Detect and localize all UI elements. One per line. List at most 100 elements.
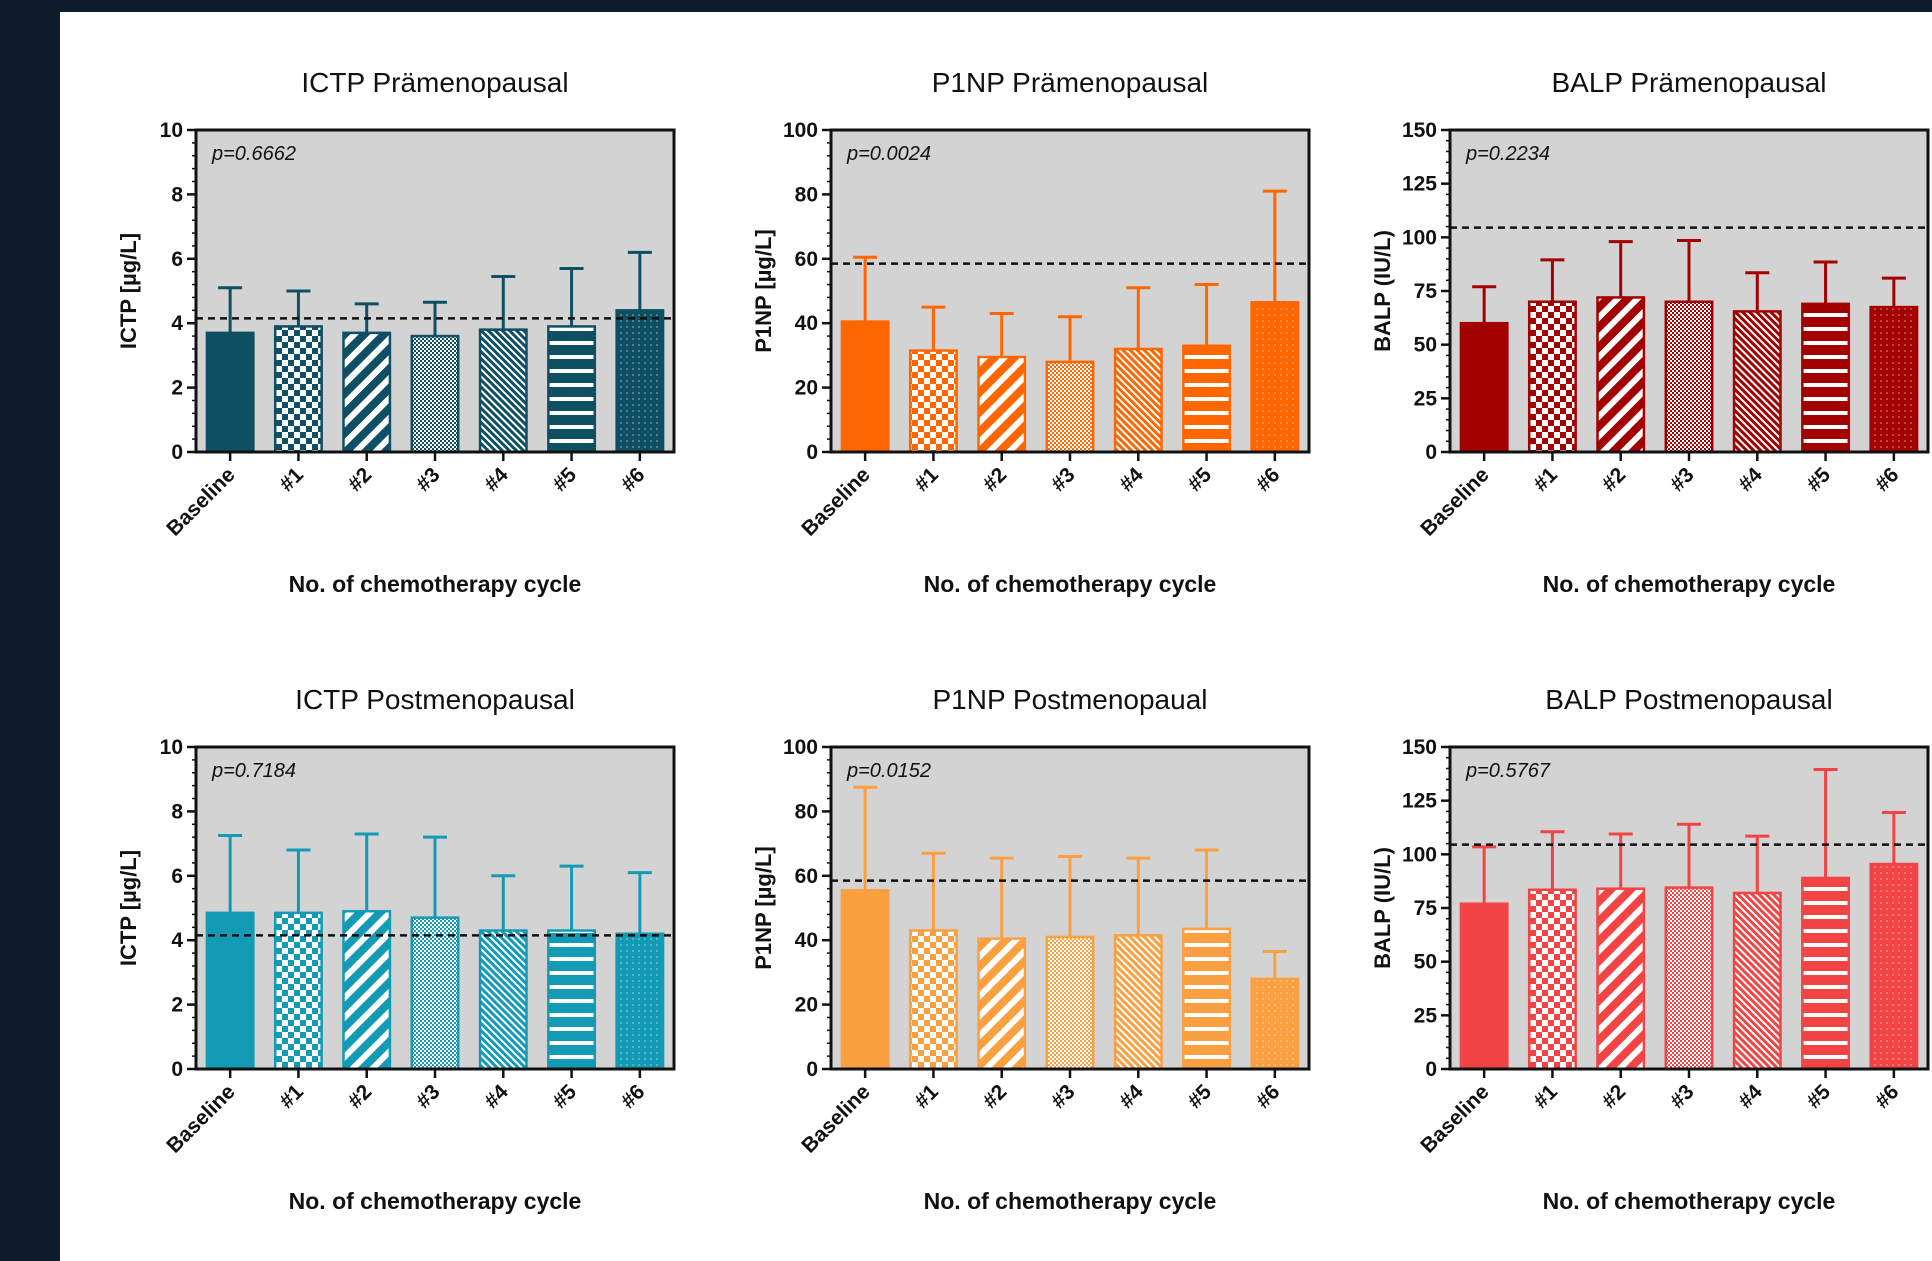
y-tick-label: 125 <box>1402 790 1437 813</box>
y-tick-label: 0 <box>1425 441 1437 464</box>
bar <box>840 889 890 1071</box>
plot-frame <box>829 128 1311 454</box>
bar <box>342 909 392 1071</box>
y-tick-label: 0 <box>171 1058 183 1081</box>
y-tick-label: 0 <box>1425 1058 1437 1081</box>
bar <box>1459 902 1509 1071</box>
y-tick-label: 8 <box>171 183 183 206</box>
bar <box>273 911 323 1071</box>
bar <box>410 916 460 1071</box>
y-axis-label: P1NP [µg/L] <box>751 846 776 970</box>
charts-layer: ICTP Prämenopausal ICTP [µg/L] No. of chem… <box>116 67 1930 1214</box>
y-tick-label: 10 <box>160 736 183 759</box>
chart-5: P1NP Postmenopaual P1NP [µg/L] No. of chem… <box>751 684 1311 1214</box>
plot-frame <box>194 745 676 1071</box>
bar <box>1664 300 1714 454</box>
plot-frame <box>194 128 676 454</box>
y-tick-label: 100 <box>783 119 818 142</box>
chart-title: ICTP Postmenopausal <box>295 684 575 715</box>
bar <box>478 328 528 454</box>
chart-1: ICTP Prämenopausal ICTP [µg/L] No. of chem… <box>116 67 676 597</box>
p-value-annotation: p=0.6662 <box>211 143 296 165</box>
bar <box>840 320 890 454</box>
chart-title: BALP Prämenopausal <box>1552 67 1827 98</box>
y-tick-label: 125 <box>1402 173 1437 196</box>
bar <box>1664 886 1714 1071</box>
y-tick-label: 60 <box>795 865 818 888</box>
p-value-annotation: p=0.5767 <box>1465 760 1551 782</box>
plot-frame <box>829 745 1311 1071</box>
y-tick-label: 20 <box>795 377 818 400</box>
chart-title: ICTP Prämenopausal <box>301 67 568 98</box>
chart-title: P1NP Postmenopaual <box>933 684 1208 715</box>
y-tick-label: 100 <box>1402 226 1437 249</box>
bar <box>410 334 460 454</box>
y-tick-label: 100 <box>783 736 818 759</box>
plot-frame <box>1448 745 1930 1071</box>
chart-4: ICTP Postmenopausal ICTP [µg/L] No. of che… <box>116 684 676 1214</box>
bar <box>1250 977 1300 1071</box>
y-tick-label: 0 <box>171 441 183 464</box>
p-value-annotation: p=0.0024 <box>846 143 931 165</box>
y-axis-label: BALP (IU/L) <box>1370 847 1395 969</box>
y-axis-label: ICTP [µg/L] <box>116 233 141 349</box>
y-tick-label: 10 <box>160 119 183 142</box>
y-tick-label: 2 <box>171 377 183 400</box>
y-tick-label: 20 <box>795 994 818 1017</box>
y-tick-label: 50 <box>1414 951 1437 974</box>
chart-title: P1NP Prämenopausal <box>932 67 1209 98</box>
bar <box>1596 296 1646 454</box>
bar <box>1527 300 1577 454</box>
y-axis-label: BALP (IU/L) <box>1370 230 1395 352</box>
bar <box>615 309 665 454</box>
y-tick-label: 50 <box>1414 334 1437 357</box>
y-tick-label: 2 <box>171 994 183 1017</box>
y-tick-label: 8 <box>171 800 183 823</box>
x-axis-label: No. of chemotherapy cycle <box>1543 571 1836 597</box>
y-tick-label: 40 <box>795 929 818 952</box>
y-tick-label: 40 <box>795 312 818 335</box>
y-tick-label: 0 <box>806 441 818 464</box>
bar <box>1801 302 1851 454</box>
y-axis-label: ICTP [µg/L] <box>116 850 141 966</box>
bar <box>1869 305 1919 454</box>
y-axis-label: P1NP [µg/L] <box>751 229 776 353</box>
y-tick-label: 60 <box>795 248 818 271</box>
bar <box>1869 862 1919 1071</box>
x-axis-label: No. of chemotherapy cycle <box>924 571 1217 597</box>
bar <box>908 929 958 1071</box>
plot-frame <box>1448 128 1930 454</box>
y-tick-label: 75 <box>1414 280 1438 303</box>
bar <box>342 331 392 454</box>
bar <box>977 355 1027 454</box>
p-value-annotation: p=0.0152 <box>846 760 931 782</box>
bar <box>1732 310 1782 454</box>
y-tick-label: 25 <box>1414 1004 1438 1027</box>
x-axis-label: No. of chemotherapy cycle <box>289 571 582 597</box>
y-tick-label: 4 <box>171 312 183 335</box>
bar <box>1250 301 1300 454</box>
bar <box>205 331 255 454</box>
y-tick-label: 100 <box>1402 843 1437 866</box>
chart-2: P1NP Prämenopausal P1NP [µg/L] No. of chem… <box>751 67 1311 597</box>
bar <box>1527 888 1577 1071</box>
y-tick-label: 80 <box>795 800 818 823</box>
y-tick-label: 150 <box>1402 119 1437 142</box>
bar <box>1596 887 1646 1071</box>
y-tick-label: 75 <box>1414 897 1438 920</box>
y-tick-label: 25 <box>1414 387 1438 410</box>
chart-title: BALP Postmenopausal <box>1545 684 1832 715</box>
y-tick-label: 6 <box>171 248 183 271</box>
bar <box>547 929 597 1071</box>
bar <box>977 937 1027 1071</box>
bar <box>1801 876 1851 1071</box>
bar <box>1182 927 1232 1071</box>
y-tick-label: 150 <box>1402 736 1437 759</box>
bar <box>615 932 665 1071</box>
bar <box>908 349 958 454</box>
x-axis-label: No. of chemotherapy cycle <box>289 1188 582 1214</box>
bar <box>1182 344 1232 454</box>
bar <box>205 911 255 1071</box>
y-tick-label: 0 <box>806 1058 818 1081</box>
